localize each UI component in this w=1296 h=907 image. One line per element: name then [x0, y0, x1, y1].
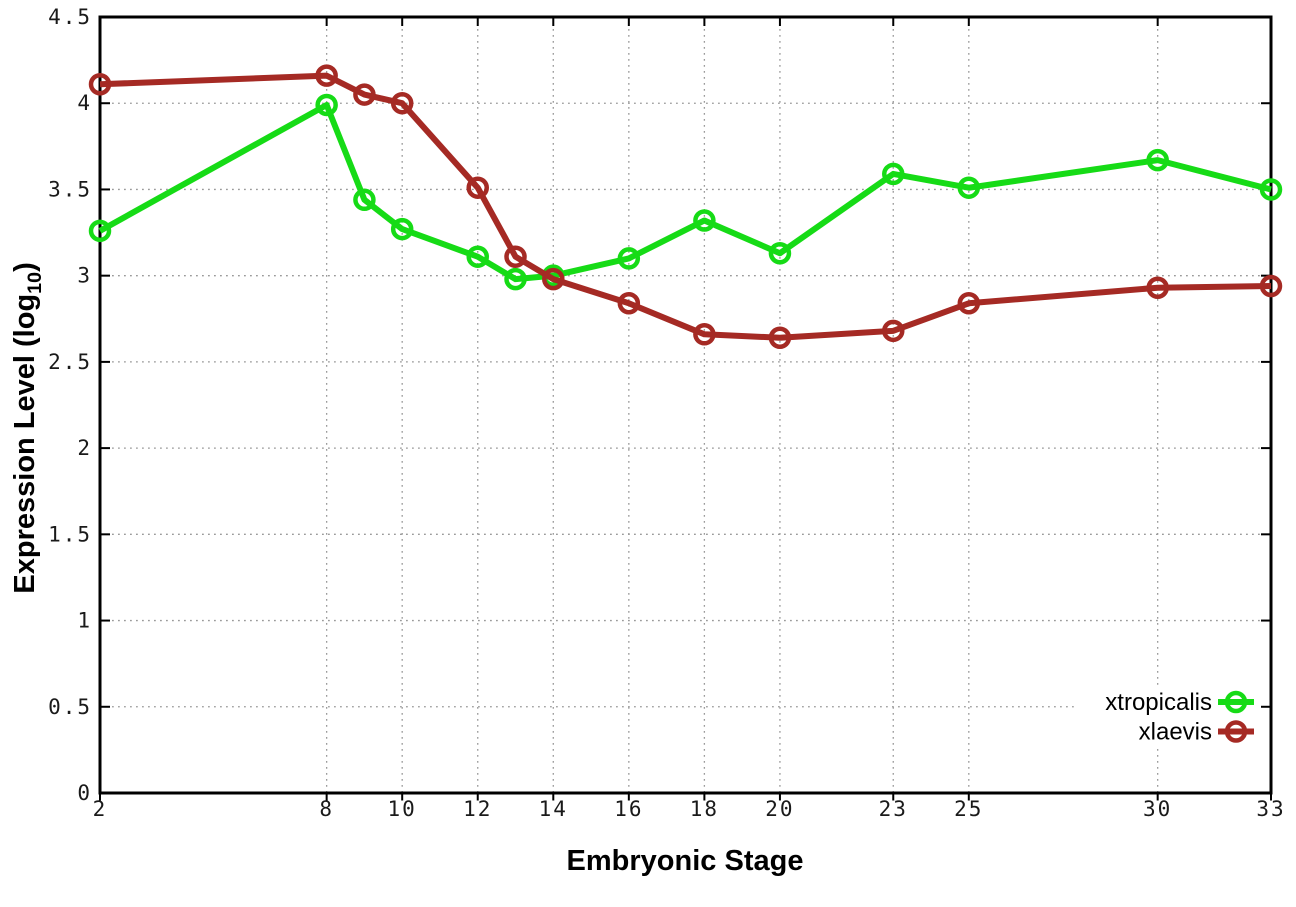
- x-axis-title: Embryonic Stage: [385, 845, 985, 878]
- data-point-xlaevis: [466, 176, 489, 199]
- legend-label-xtropicalis: xtropicalis: [1105, 689, 1212, 716]
- data-point-xtropicalis: [466, 245, 489, 268]
- data-point-xtropicalis: [504, 267, 527, 291]
- data-point-xlaevis: [768, 326, 792, 349]
- y-tick-label: 0: [77, 781, 92, 805]
- y-tick-label: 3.5: [48, 177, 92, 201]
- x-axis-title-text: Embryonic Stage: [566, 845, 804, 877]
- x-tick-label: 12: [463, 797, 492, 821]
- legend-marker-xtropicalis: [1224, 690, 1248, 714]
- y-tick-label: 4.5: [48, 5, 92, 29]
- x-tick-label: 10: [388, 797, 417, 821]
- y-tick-label: 1.5: [48, 522, 92, 546]
- data-point-xlaevis: [693, 323, 716, 346]
- data-point-xlaevis: [315, 64, 338, 87]
- y-axis-title-main: Expression Level (log: [9, 293, 42, 594]
- legend-label-xlaevis: xlaevis: [1139, 719, 1212, 746]
- data-point-xtropicalis: [617, 247, 641, 270]
- data-point-xlaevis: [504, 245, 527, 268]
- data-point-xtropicalis: [1259, 178, 1283, 201]
- y-tick-label: 4: [77, 91, 92, 115]
- legend-background: [1078, 686, 1266, 748]
- x-tick-label: 20: [765, 797, 794, 821]
- data-point-xtropicalis: [882, 162, 905, 186]
- data-point-xlaevis: [1259, 274, 1283, 298]
- data-point-xtropicalis: [957, 176, 981, 199]
- x-tick-label: 16: [614, 797, 643, 821]
- data-point-xtropicalis: [88, 219, 112, 243]
- y-tick-label: 1: [77, 609, 92, 633]
- data-point-xlaevis: [542, 267, 565, 291]
- data-point-xlaevis: [882, 319, 905, 343]
- y-axis-title: Expression Level (log10): [6, 128, 54, 728]
- data-point-xlaevis: [957, 292, 981, 315]
- data-point-xlaevis: [88, 73, 112, 96]
- x-tick-label: 14: [539, 797, 568, 821]
- x-tick-label: 18: [690, 797, 719, 821]
- data-point-xtropicalis: [768, 241, 792, 265]
- plot-border: [98, 15, 1273, 795]
- y-tick-label: 0.5: [48, 695, 92, 719]
- y-axis-title-subscript: 10: [23, 271, 46, 294]
- y-axis-title-end: ): [9, 262, 42, 272]
- x-tick-label: 30: [1143, 797, 1172, 821]
- data-point-xlaevis: [1146, 276, 1169, 299]
- data-point-xlaevis: [353, 83, 376, 106]
- data-point-xtropicalis: [353, 188, 376, 212]
- series-line-xlaevis: [99, 72, 1272, 341]
- data-point-xtropicalis: [315, 93, 338, 117]
- y-tick-label: 2: [77, 436, 92, 460]
- data-point-xlaevis: [390, 91, 414, 115]
- x-tick-label: 23: [879, 797, 908, 821]
- x-tick-label: 8: [319, 797, 334, 821]
- x-tick-label: 33: [1256, 797, 1285, 821]
- data-point-xtropicalis: [1146, 148, 1169, 172]
- data-point-xlaevis: [617, 292, 641, 315]
- x-tick-label: 25: [954, 797, 983, 821]
- data-point-xtropicalis: [390, 217, 414, 241]
- legend-marker-xlaevis: [1224, 720, 1248, 743]
- data-point-xtropicalis: [693, 209, 716, 232]
- y-tick-label: 2.5: [48, 350, 92, 374]
- y-tick-label: 3: [77, 264, 92, 288]
- x-tick-label: 2: [93, 797, 108, 821]
- series-line-xtropicalis: [98, 101, 1272, 283]
